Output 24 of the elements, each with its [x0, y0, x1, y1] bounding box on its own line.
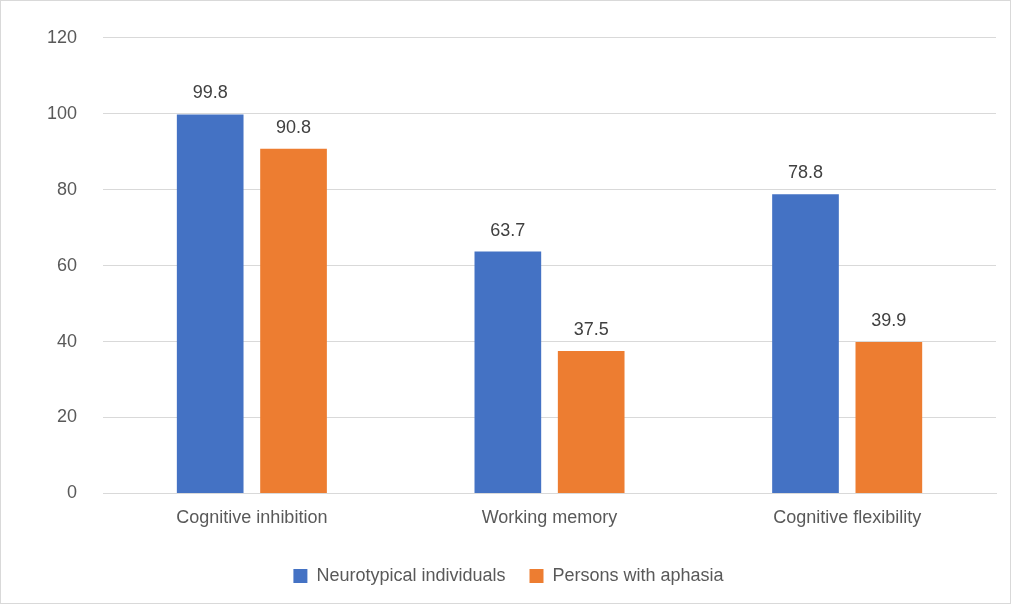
bar [855, 341, 923, 493]
legend-label: Persons with aphasia [552, 564, 725, 585]
bar [260, 148, 327, 493]
data-label: 99.8 [192, 82, 228, 103]
legend-label: Neurotypical individuals [316, 564, 506, 585]
bar [176, 114, 244, 493]
y-tick-label: 20 [57, 406, 78, 427]
data-label: 63.7 [490, 219, 526, 240]
bar [772, 194, 839, 493]
y-tick-label: 120 [46, 26, 78, 47]
y-tick-label: 40 [57, 330, 78, 351]
y-tick-label: 0 [67, 482, 78, 503]
data-label: 90.8 [276, 116, 312, 137]
data-label: 39.9 [871, 309, 907, 330]
x-tick-label: Cognitive inhibition [176, 507, 328, 528]
y-tick-label: 100 [46, 102, 78, 123]
data-label: 78.8 [787, 162, 824, 183]
y-tick-label: 80 [57, 178, 78, 199]
y-tick-label: 60 [57, 254, 78, 275]
x-tick-label: Cognitive flexibility [773, 507, 922, 528]
bar [474, 251, 542, 493]
x-tick-label: Working memory [481, 507, 618, 528]
data-label: 37.5 [573, 318, 609, 339]
bar [557, 351, 625, 493]
